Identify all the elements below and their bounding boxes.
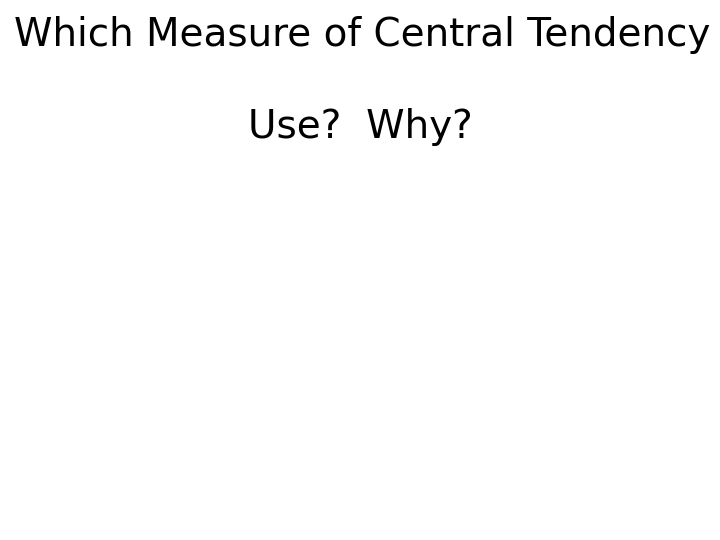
Text: Use?  Why?: Use? Why? <box>248 108 472 146</box>
Text: Which Measure of Central Tendency to: Which Measure of Central Tendency to <box>14 16 720 54</box>
